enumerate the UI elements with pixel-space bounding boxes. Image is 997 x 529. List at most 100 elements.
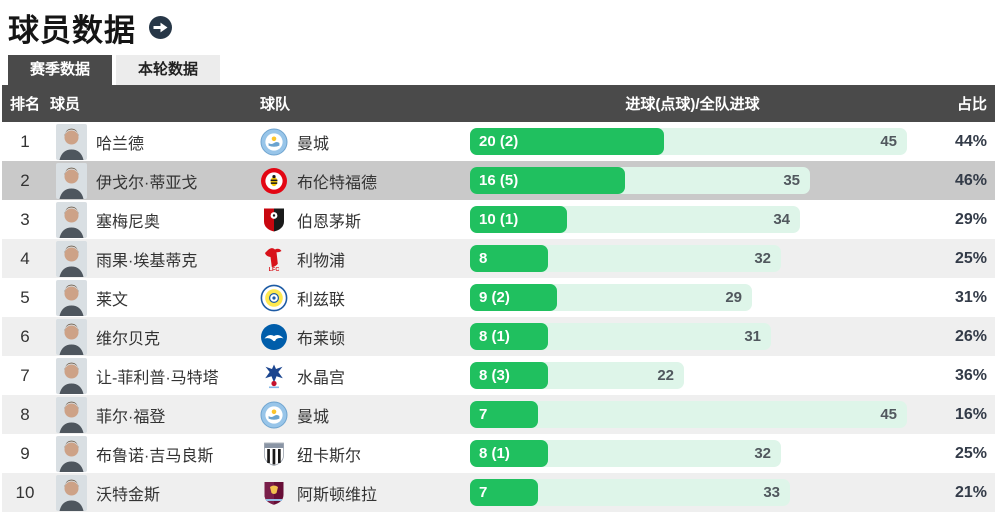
table-row[interactable]: 1 哈兰德 曼城 45 20 (2) 44%	[2, 122, 995, 161]
table-row[interactable]: 6 维尔贝克 布莱顿 31 8 (1) 26%	[2, 317, 995, 356]
team-name: 纽卡斯尔	[297, 447, 362, 465]
player-avatar	[56, 357, 87, 394]
column-header-player: 球员	[50, 96, 81, 113]
team-name: 伯恩茅斯	[297, 213, 362, 231]
share-percent: 25%	[954, 444, 987, 462]
table-row[interactable]: 9 布鲁诺·吉马良斯 纽卡斯尔 32 8 (1) 25%	[2, 434, 995, 473]
goals-bar-track: 31 8 (1)	[470, 323, 907, 350]
player-goals-bar: 16 (5)	[470, 167, 625, 194]
goals-bar-cell: 45 7	[470, 401, 915, 428]
player-goals-label: 7	[479, 406, 488, 423]
share-percent: 25%	[954, 249, 987, 267]
player-goals-bar: 20 (2)	[470, 128, 664, 155]
brighton-badge-icon	[260, 323, 288, 351]
player-goals-label: 10 (1)	[479, 211, 519, 228]
team-name: 曼城	[297, 135, 330, 153]
player-name: 维尔贝克	[96, 330, 161, 348]
goals-bar-track: 32 8	[470, 245, 907, 272]
table-row[interactable]: 10 沃特金斯 阿斯顿维拉 33 7 21%	[2, 473, 995, 512]
player-goals-label: 8 (1)	[479, 328, 510, 345]
team-name: 布伦特福德	[297, 174, 378, 192]
page-title: 球员数据	[8, 12, 136, 48]
player-goals-label: 8 (3)	[479, 367, 510, 384]
goals-bar-cell: 29 9 (2)	[470, 284, 915, 311]
player-name: 塞梅尼奥	[96, 213, 161, 231]
player-goals-bar: 8	[470, 245, 548, 272]
team-goals-value: 31	[744, 328, 761, 345]
player-cell: 莱文	[48, 279, 258, 316]
player-avatar	[56, 162, 87, 199]
goals-bar-track: 45 20 (2)	[470, 128, 907, 155]
player-cell: 沃特金斯	[48, 474, 258, 511]
tab-season-data[interactable]: 赛季数据	[8, 55, 113, 85]
player-cell: 伊戈尔·蒂亚戈	[48, 162, 258, 199]
goals-bar-track: 35 16 (5)	[470, 167, 907, 194]
goals-bar-cell: 32 8	[470, 245, 915, 272]
rank-value: 9	[20, 443, 30, 463]
player-goals-bar: 9 (2)	[470, 284, 557, 311]
team-name: 水晶宫	[297, 369, 346, 387]
team-cell: 水晶宫	[258, 362, 470, 390]
team-goals-value: 32	[754, 250, 771, 267]
player-avatar	[56, 123, 87, 160]
column-header-team: 球队	[260, 96, 291, 113]
table-row[interactable]: 8 菲尔·福登 曼城 45 7 16%	[2, 395, 995, 434]
player-data-widget: 球员数据 赛季数据 本轮数据 排名 球员 球队 进球(点球)/全队进球 占比 1…	[0, 8, 997, 529]
table-row[interactable]: 3 塞梅尼奥 伯恩茅斯 34 10 (1) 29%	[2, 200, 995, 239]
player-goals-label: 20 (2)	[479, 133, 519, 150]
share-percent: 26%	[954, 327, 987, 345]
player-avatar	[56, 435, 87, 472]
goals-bar-cell: 32 8 (1)	[470, 440, 915, 467]
rank-value: 4	[20, 248, 30, 268]
leeds-badge-icon	[260, 284, 288, 312]
table-row[interactable]: 2 伊戈尔·蒂亚戈 布伦特福德 35 16 (5) 46%	[2, 161, 995, 200]
title-row: 球员数据	[8, 8, 995, 48]
player-goals-label: 16 (5)	[479, 172, 519, 189]
goals-bar-track: 22 8 (3)	[470, 362, 907, 389]
rank-value: 2	[20, 170, 30, 190]
player-name: 菲尔·福登	[96, 408, 166, 426]
player-goals-bar: 10 (1)	[470, 206, 567, 233]
team-name: 曼城	[297, 408, 330, 426]
table-body: 1 哈兰德 曼城 45 20 (2) 44% 2 伊戈尔·蒂亚戈 布伦特福德 35 16 (5) 46…	[2, 122, 995, 512]
rank-value: 10	[15, 482, 35, 502]
team-goals-value: 33	[763, 484, 780, 501]
circle-arrow-right-icon[interactable]	[148, 15, 173, 40]
player-goals-label: 8 (1)	[479, 445, 510, 462]
team-goals-value: 35	[783, 172, 800, 189]
goals-bar-track: 29 9 (2)	[470, 284, 907, 311]
team-cell: 伯恩茅斯	[258, 206, 470, 234]
share-percent: 31%	[954, 288, 987, 306]
rank-value: 6	[20, 326, 30, 346]
goals-bar-cell: 35 16 (5)	[470, 167, 915, 194]
player-name: 雨果·埃基蒂克	[96, 252, 198, 270]
team-cell: 曼城	[258, 128, 470, 156]
rank-value: 5	[20, 287, 30, 307]
goals-bar-cell: 45 20 (2)	[470, 128, 915, 155]
player-name: 布鲁诺·吉马良斯	[96, 447, 214, 465]
player-avatar	[56, 396, 87, 433]
rank-value: 3	[20, 209, 30, 229]
player-avatar	[56, 474, 87, 511]
table-header-row: 排名 球员 球队 进球(点球)/全队进球 占比	[2, 85, 995, 122]
liverpool-badge-icon: LFC	[260, 245, 288, 273]
player-avatar	[56, 240, 87, 277]
goals-bar-track: 45 7	[470, 401, 907, 428]
player-cell: 雨果·埃基蒂克	[48, 240, 258, 277]
tab-round-data[interactable]: 本轮数据	[116, 55, 221, 85]
share-percent: 44%	[954, 132, 987, 150]
team-cell: 布伦特福德	[258, 167, 470, 195]
player-goals-bar: 8 (1)	[470, 440, 548, 467]
share-percent: 21%	[954, 483, 987, 501]
team-name: 利兹联	[297, 291, 346, 309]
table-row[interactable]: 7 让-菲利普·马特塔 水晶宫 22 8 (3) 36%	[2, 356, 995, 395]
share-percent: 16%	[954, 405, 987, 423]
table-row[interactable]: 4 雨果·埃基蒂克 LFC 利物浦 32 8 25%	[2, 239, 995, 278]
team-goals-value: 45	[880, 133, 897, 150]
player-goals-bar: 7	[470, 401, 538, 428]
table-row[interactable]: 5 莱文 利兹联 29 9 (2) 31%	[2, 278, 995, 317]
player-goals-bar: 8 (1)	[470, 323, 548, 350]
team-name: 布莱顿	[297, 330, 346, 348]
player-name: 莱文	[96, 291, 129, 309]
team-cell: LFC 利物浦	[258, 245, 470, 273]
